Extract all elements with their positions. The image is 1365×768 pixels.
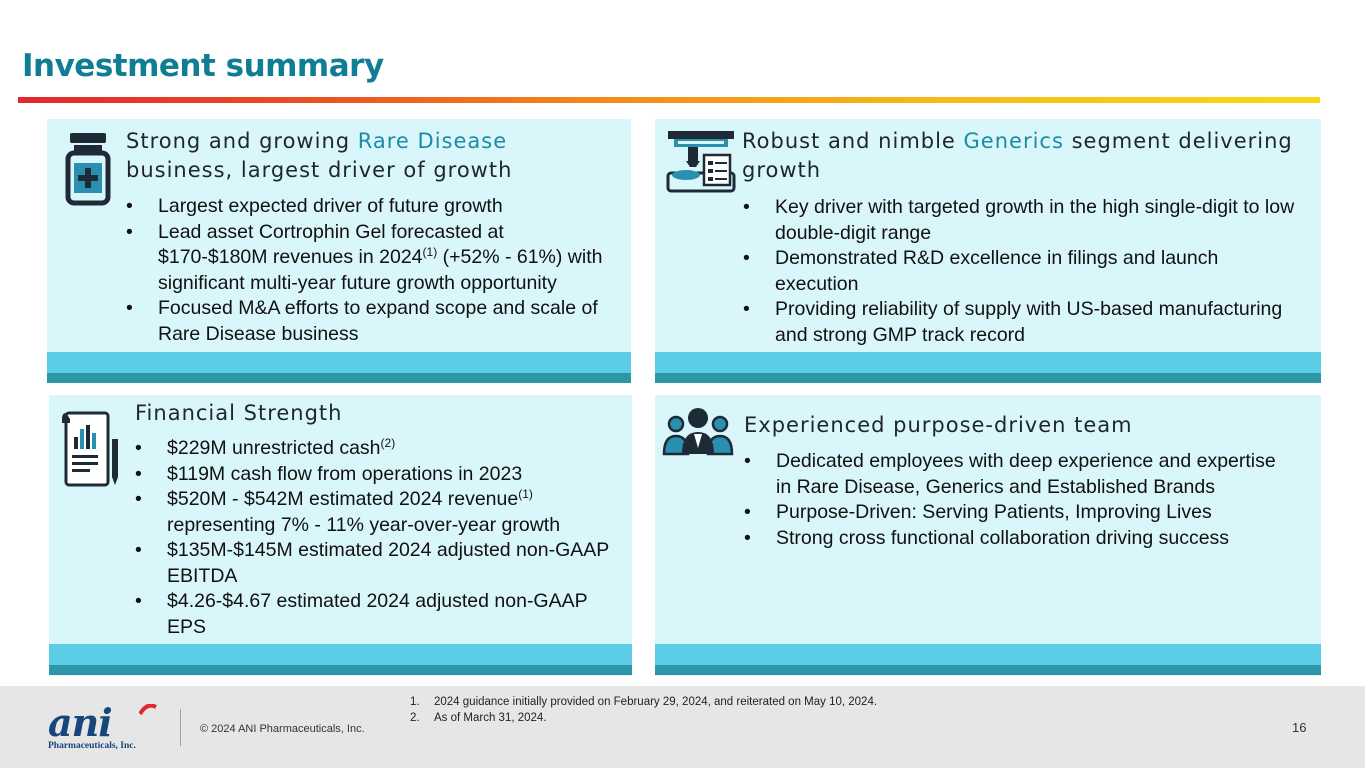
bullet-item: $520M - $542M estimated 2024 revenue(1) … (135, 487, 610, 538)
manufacturing-machine-icon (666, 131, 736, 193)
company-logo-subtext: Pharmaceuticals, Inc. (48, 741, 136, 751)
medicine-bottle-icon (65, 133, 111, 206)
bullet-item: $119M cash flow from operations in 2023 (135, 462, 610, 488)
panel-band-light (47, 352, 631, 373)
page-title: Investment summary (22, 48, 384, 84)
bullets-generics: Key driver with targeted growth in the h… (743, 195, 1303, 348)
panel-heading-rare-disease: Strong and growing Rare Disease business… (126, 129, 513, 182)
bullets-rare-disease: Largest expected driver of future growth… (126, 194, 606, 347)
logo-swoosh-icon (139, 704, 157, 716)
footer-divider (180, 709, 181, 746)
bullet-item: Key driver with targeted growth in the h… (743, 195, 1303, 246)
footnote-item: 2. As of March 31, 2024. (410, 712, 547, 724)
bullet-item: Strong cross functional collaboration dr… (744, 526, 1289, 552)
bullet-item: Providing reliability of supply with US-… (743, 297, 1303, 348)
bullet-item: $229M unrestricted cash(2) (135, 436, 610, 462)
company-logo: ani (48, 700, 113, 745)
panel-band-dark (655, 373, 1321, 383)
copyright-text: © 2024 ANI Pharmaceuticals, Inc. (200, 723, 365, 735)
title-gradient-rule (18, 97, 1320, 103)
panel-heading-generics: Robust and nimble Generics segment deliv… (742, 129, 1293, 182)
page-number: 16 (1292, 720, 1307, 735)
panel-band-light (655, 644, 1321, 665)
panel-heading-team: Experienced purpose-driven team (744, 413, 1133, 437)
panel-band-dark (47, 373, 631, 383)
bullet-item: Lead asset Cortrophin Gel forecasted at … (126, 220, 606, 297)
bullet-item: Focused M&A efforts to expand scope and … (126, 296, 606, 347)
panel-band-dark (655, 665, 1321, 675)
bullet-item: Demonstrated R&D excellence in filings a… (743, 246, 1303, 297)
footnotes: 1. 2024 guidance initially provided on Fe… (410, 694, 877, 726)
bullet-item: Purpose-Driven: Serving Patients, Improv… (744, 500, 1289, 526)
footnote-item: 1. 2024 guidance initially provided on Fe… (410, 696, 878, 708)
bullets-financial: $229M unrestricted cash(2) $119M cash fl… (135, 436, 610, 640)
bullet-item: Largest expected driver of future growth (126, 194, 606, 220)
team-people-icon (662, 408, 734, 456)
bullets-team: Dedicated employees with deep experience… (744, 449, 1289, 551)
panel-band-light (655, 352, 1321, 373)
bullet-item: $4.26-$4.67 estimated 2024 adjusted non-… (135, 589, 610, 640)
financial-report-icon (62, 411, 118, 487)
footer-bar (0, 686, 1365, 768)
bullet-item: $135M-$145M estimated 2024 adjusted non-… (135, 538, 610, 589)
panel-band-dark (49, 665, 632, 675)
panel-heading-financial: Financial Strength (135, 401, 343, 425)
panel-band-light (49, 644, 632, 665)
bullet-item: Dedicated employees with deep experience… (744, 449, 1289, 500)
